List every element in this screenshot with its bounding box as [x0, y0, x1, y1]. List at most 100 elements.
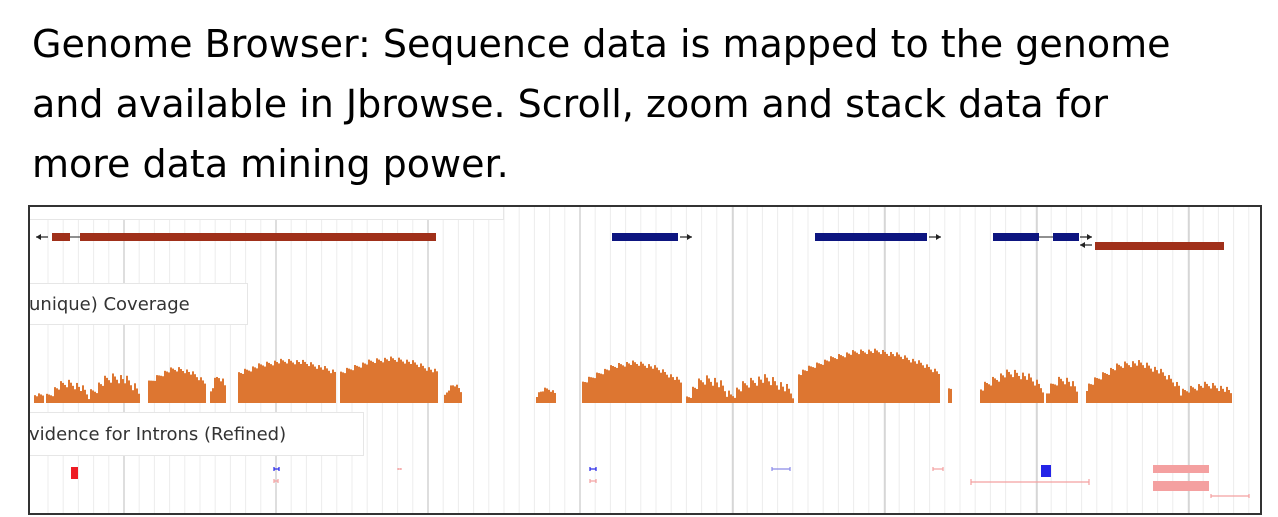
coverage-bar	[1100, 379, 1102, 403]
coverage-bar	[1222, 388, 1224, 403]
coverage-bar	[1110, 367, 1112, 403]
coverage-bar	[1024, 376, 1026, 403]
coverage-bar	[648, 364, 650, 403]
coverage-bar	[546, 388, 548, 403]
coverage-bar	[264, 366, 266, 403]
caption-line-2: and available in Jbrowse. Scroll, zoom a…	[32, 82, 1108, 126]
track-area[interactable]	[30, 207, 1260, 513]
coverage-bar	[582, 381, 584, 403]
coverage-bar	[1176, 381, 1178, 403]
coverage-bar	[248, 370, 250, 403]
coverage-bar	[618, 362, 620, 403]
coverage-bar	[1106, 373, 1108, 403]
coverage-bar	[664, 372, 666, 403]
coverage-bar	[96, 393, 98, 403]
coverage-bar	[1038, 383, 1040, 403]
coverage-bar	[64, 384, 66, 403]
coverage-bar	[606, 369, 608, 403]
coverage-bar	[334, 371, 336, 403]
coverage-bar	[714, 377, 716, 403]
coverage-bar	[998, 381, 1000, 403]
coverage-bar	[314, 366, 316, 403]
coverage-bar	[830, 356, 832, 403]
gene-exon	[993, 233, 1039, 241]
coverage-bar	[724, 391, 726, 403]
coverage-bar	[430, 369, 432, 403]
coverage-bar	[990, 385, 992, 403]
coverage-bar	[1200, 385, 1202, 403]
coverage-bar	[376, 358, 378, 403]
coverage-bar	[280, 358, 282, 403]
coverage-bar	[198, 380, 200, 403]
coverage-bar	[412, 360, 414, 403]
coverage-bar	[1216, 388, 1218, 403]
coverage-bar	[656, 367, 658, 403]
coverage-bar	[1070, 386, 1072, 403]
coverage-bar	[304, 361, 306, 403]
coverage-bar	[1148, 365, 1150, 403]
coverage-bar	[1066, 377, 1068, 403]
coverage-bar	[764, 374, 766, 403]
coverage-bar	[1206, 383, 1208, 403]
coverage-bar	[900, 356, 902, 403]
track-label-coverage[interactable]: unique) Coverage	[30, 283, 248, 325]
coverage-bar	[1212, 382, 1214, 403]
coverage-bar	[210, 391, 212, 403]
coverage-bar	[250, 371, 252, 403]
track-label-genes[interactable]	[30, 207, 504, 220]
coverage-bar	[1020, 379, 1022, 403]
coverage-bar	[422, 365, 424, 403]
coverage-bar	[1182, 388, 1184, 403]
coverage-bar	[272, 365, 274, 403]
track-label-introns[interactable]: vidence for Introns (Refined)	[30, 412, 364, 456]
coverage-bar	[804, 370, 806, 403]
coverage-bar	[296, 360, 298, 403]
coverage-bar	[786, 383, 788, 403]
coverage-bar	[716, 382, 718, 403]
coverage-bar	[850, 354, 852, 403]
coverage-bar	[320, 367, 322, 403]
coverage-bar	[398, 357, 400, 403]
coverage-bar	[454, 386, 456, 403]
coverage-bar	[1166, 379, 1168, 403]
coverage-bar	[136, 388, 138, 403]
coverage-bar	[1046, 393, 1048, 403]
coverage-bar	[164, 370, 166, 403]
coverage-bar	[918, 360, 920, 403]
coverage-bar	[810, 366, 812, 403]
coverage-bar	[982, 390, 984, 403]
coverage-bar	[686, 396, 688, 403]
coverage-bar	[868, 349, 870, 403]
coverage-bar	[1010, 374, 1012, 403]
coverage-bar	[458, 388, 460, 403]
coverage-bar	[120, 375, 122, 403]
coverage-bar	[1014, 369, 1016, 403]
coverage-bar	[54, 387, 56, 403]
gene-exon	[815, 233, 927, 241]
coverage-bar	[800, 375, 802, 403]
jbrowse-view[interactable]: unique) Coverage vidence for Introns (Re…	[28, 205, 1262, 515]
coverage-bar	[1108, 374, 1110, 403]
coverage-bar	[108, 380, 110, 403]
coverage-bar	[700, 380, 702, 403]
coverage-bar	[92, 390, 94, 403]
coverage-bar	[166, 371, 168, 403]
coverage-bar	[702, 382, 704, 403]
coverage-bar	[994, 378, 996, 403]
coverage-bar	[244, 368, 246, 403]
coverage-bar	[1048, 393, 1050, 403]
coverage-bar	[66, 387, 68, 403]
coverage-bar	[694, 387, 696, 403]
coverage-bar	[888, 355, 890, 403]
coverage-bar	[1150, 368, 1152, 403]
coverage-bar	[1218, 391, 1220, 403]
coverage-bar	[360, 367, 362, 403]
coverage-bar	[424, 368, 426, 403]
coverage-bar	[390, 356, 392, 403]
coverage-bar	[736, 387, 738, 403]
coverage-bar	[1158, 373, 1160, 403]
coverage-bar	[346, 367, 348, 403]
coverage-bar	[706, 375, 708, 403]
coverage-bar	[890, 351, 892, 403]
caption-line-1: Genome Browser: Sequence data is mapped …	[32, 22, 1171, 66]
